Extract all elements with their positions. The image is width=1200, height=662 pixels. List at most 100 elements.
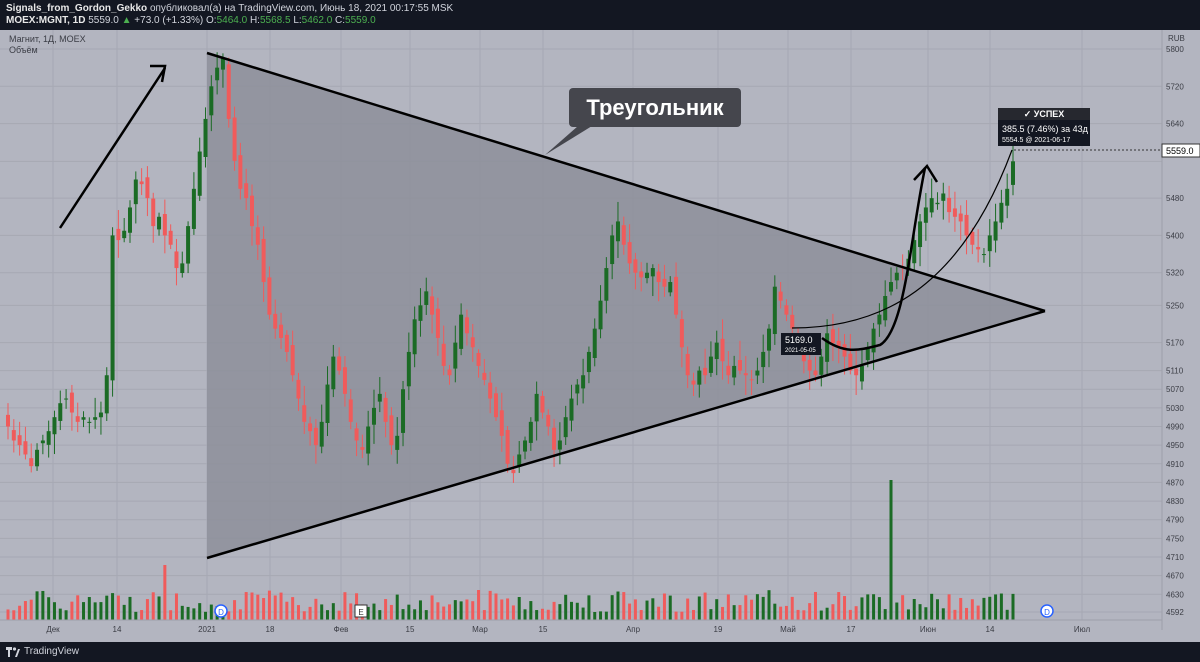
candle-body[interactable] xyxy=(877,314,882,325)
candle-body[interactable] xyxy=(987,235,992,252)
candle-body[interactable] xyxy=(267,277,272,315)
candle-body[interactable] xyxy=(627,242,632,264)
candle-body[interactable] xyxy=(854,368,859,376)
candle-body[interactable] xyxy=(348,399,353,422)
candle-body[interactable] xyxy=(912,240,917,264)
candle-body[interactable] xyxy=(145,177,150,199)
trend-arrow[interactable] xyxy=(58,67,167,229)
candle-body[interactable] xyxy=(459,314,464,349)
candle-body[interactable] xyxy=(662,278,667,287)
candle-body[interactable] xyxy=(488,382,493,399)
candle-body[interactable] xyxy=(412,319,417,355)
candle-body[interactable] xyxy=(581,375,586,389)
candle-body[interactable] xyxy=(40,440,45,444)
candle-body[interactable] xyxy=(761,351,766,368)
candle-body[interactable] xyxy=(941,193,946,201)
candle-body[interactable] xyxy=(470,337,475,348)
candle-body[interactable] xyxy=(668,282,673,293)
candle-body[interactable] xyxy=(389,415,394,446)
candle-body[interactable] xyxy=(366,426,371,454)
triangle-callout[interactable]: Треугольник xyxy=(545,88,741,155)
candle-body[interactable] xyxy=(842,344,847,357)
candle-body[interactable] xyxy=(46,431,51,445)
candle-body[interactable] xyxy=(958,213,963,222)
candle-body[interactable] xyxy=(69,392,74,413)
candle-body[interactable] xyxy=(395,435,400,450)
price-axis[interactable]: RUB 5800 5720 5640 5480 5400 5320 5250 5170 5110… xyxy=(1161,30,1200,630)
candle-body[interactable] xyxy=(406,351,411,387)
candle-body[interactable] xyxy=(244,183,249,199)
candle-body[interactable] xyxy=(993,221,998,241)
volume-title[interactable]: Объём xyxy=(9,45,38,55)
candle-body[interactable] xyxy=(790,314,795,329)
candle-body[interactable] xyxy=(836,340,841,348)
candle-body[interactable] xyxy=(737,360,742,371)
breakout-arrow[interactable] xyxy=(821,167,927,351)
candle-body[interactable] xyxy=(633,259,638,273)
candle-body[interactable] xyxy=(139,181,144,185)
success-box[interactable]: ✓ УСПЕХ 385.5 (7.46%) за 43д 5554.5 @ 20… xyxy=(998,108,1090,146)
candle-body[interactable] xyxy=(523,440,528,452)
candle-body[interactable] xyxy=(871,328,876,353)
candle-body[interactable] xyxy=(1011,161,1015,185)
candle-body[interactable] xyxy=(174,251,179,269)
candle-body[interactable] xyxy=(342,367,347,394)
candle-body[interactable] xyxy=(767,328,772,351)
symbol-label[interactable]: MOEX:MGNT, 1D xyxy=(6,15,86,26)
candle-body[interactable] xyxy=(383,397,388,422)
candle-body[interactable] xyxy=(58,403,63,421)
candle-body[interactable] xyxy=(81,417,86,420)
candle-body[interactable] xyxy=(575,384,580,394)
candle-body[interactable] xyxy=(476,352,481,366)
candle-body[interactable] xyxy=(557,440,562,450)
candle-body[interactable] xyxy=(685,353,690,376)
candle-body[interactable] xyxy=(743,373,748,376)
candle-body[interactable] xyxy=(1005,188,1010,206)
candle-body[interactable] xyxy=(691,380,696,385)
candle-body[interactable] xyxy=(952,208,957,217)
candle-body[interactable] xyxy=(865,347,870,361)
time-axis[interactable]: Дек 14 2021 18 Фев 15 Мар 15 Апр 19 Май 17 Июн 14 Июл xyxy=(0,619,1162,634)
candle-body[interactable] xyxy=(778,291,783,301)
candle-body[interactable] xyxy=(552,427,557,450)
candle-body[interactable] xyxy=(127,207,132,233)
candle-body[interactable] xyxy=(162,214,167,236)
candle-body[interactable] xyxy=(534,393,539,422)
candle-body[interactable] xyxy=(772,286,777,335)
candle-body[interactable] xyxy=(197,151,202,196)
candle-body[interactable] xyxy=(592,328,597,358)
candle-body[interactable] xyxy=(825,333,830,362)
candle-body[interactable] xyxy=(11,430,16,441)
candle-body[interactable] xyxy=(220,58,225,70)
dividend-marker-2[interactable] xyxy=(1040,604,1054,618)
candle-body[interactable] xyxy=(64,398,69,400)
candle-body[interactable] xyxy=(110,235,115,381)
candle-body[interactable] xyxy=(35,449,40,467)
candle-body[interactable] xyxy=(981,254,986,256)
candle-body[interactable] xyxy=(371,407,376,425)
triangle-lower-line[interactable] xyxy=(206,309,1046,560)
series-title[interactable]: Магнит, 1Д, MOEX xyxy=(9,34,86,44)
candle-body[interactable] xyxy=(639,271,644,278)
author-name[interactable]: Signals_from_Gordon_Gekko xyxy=(6,3,148,14)
candle-body[interactable] xyxy=(441,343,446,366)
candle-body[interactable] xyxy=(784,305,789,315)
candle-body[interactable] xyxy=(180,263,185,274)
candle-body[interactable] xyxy=(807,359,812,371)
candle-body[interactable] xyxy=(679,319,684,348)
candle-body[interactable] xyxy=(209,86,214,116)
candle-body[interactable] xyxy=(261,238,266,283)
candle-body[interactable] xyxy=(325,384,330,424)
candle-body[interactable] xyxy=(435,308,440,338)
candle-body[interactable] xyxy=(540,395,545,413)
candle-body[interactable] xyxy=(848,353,853,371)
candle-body[interactable] xyxy=(319,421,324,447)
candle-body[interactable] xyxy=(232,117,237,161)
candle-body[interactable] xyxy=(29,458,34,467)
candle-body[interactable] xyxy=(418,305,423,321)
candle-body[interactable] xyxy=(918,221,923,248)
candle-body[interactable] xyxy=(122,230,127,239)
candle-body[interactable] xyxy=(6,414,10,427)
candle-body[interactable] xyxy=(464,317,469,334)
candle-body[interactable] xyxy=(517,454,522,467)
